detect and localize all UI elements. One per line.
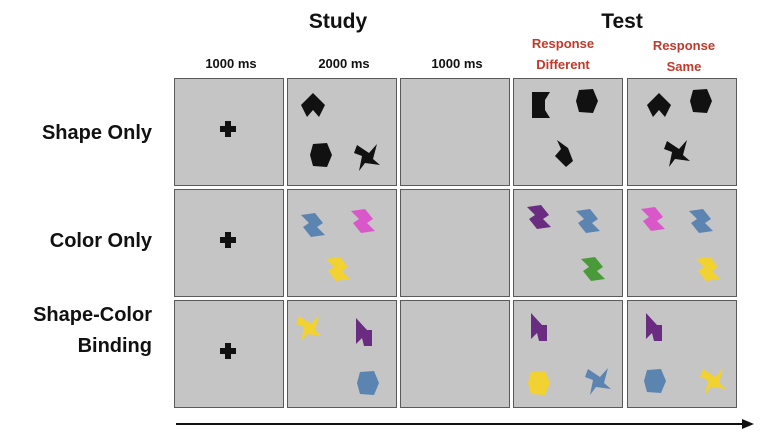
panel-row0-col1 [287,78,397,186]
panel-row1-col4 [627,189,737,297]
hexagon-shape-icon [528,371,550,395]
panel-row0-col3 [513,78,623,186]
timing-delay: 1000 ms [431,56,483,71]
bracket-shape-icon [532,92,550,118]
panel-canvas [644,313,726,395]
study-heading: Study [308,10,368,33]
panel-row2-col3 [513,300,623,408]
row-label-shape-color-binding: Shape-Color Binding [0,300,152,362]
response-same-label: Response Same [628,35,740,77]
panel-row2-col0 [174,300,284,408]
arrow-hex-shape-icon [301,93,325,117]
panel-canvas [301,93,380,171]
bolt-shape-icon [296,315,322,342]
flag-shape-icon [531,313,547,341]
bolt-shape-icon [585,368,611,395]
zigzag-shape-icon [301,213,325,237]
zigzag-shape-icon [527,205,551,229]
panel-row1-col1 [287,189,397,297]
timing-fixation: 1000 ms [205,56,257,71]
row-label-shape-only: Shape Only [41,122,152,144]
flag-shape-icon [356,318,372,346]
fixation-cross-icon [220,232,236,248]
panel-canvas [528,313,611,395]
hexagon-shape-icon [310,143,332,167]
test-heading: Test [601,10,643,33]
bolt-shape-icon [664,140,690,167]
panel-canvas [527,205,605,281]
hexagon-shape-icon [576,89,598,113]
panel-canvas [401,301,509,407]
panel-canvas [641,207,720,281]
flag-shape-icon [646,313,662,341]
response-different-label: Response Different [507,33,619,75]
response-same-line1: Response [652,38,716,53]
panel-row1-col3 [513,189,623,297]
row-label-line1: Shape-Color [33,304,152,326]
arrow-hex-shape-icon [647,93,671,117]
row-label-line2: Binding [77,335,152,357]
panel-canvas [296,315,379,395]
panel-canvas [401,190,509,296]
timing-study: 2000 ms [318,56,370,71]
panel-canvas [220,343,236,359]
fixation-cross-icon [220,121,236,137]
response-different-line1: Response [531,36,595,51]
panel-row1-col0 [174,189,284,297]
response-same-line2: Same [666,59,702,74]
zigzag-shape-icon [696,257,720,281]
row-label-color-only: Color Only [49,230,152,252]
diamond-cut-shape-icon [555,140,573,167]
bolt-shape-icon [700,368,726,395]
zigzag-shape-icon [641,207,665,231]
panel-row1-col2 [400,189,510,297]
bolt-shape-icon [354,144,380,171]
panel-row2-col2 [400,300,510,408]
panel-canvas [401,79,509,185]
zigzag-shape-icon [689,209,713,233]
hexagon-shape-icon [690,89,712,113]
arrow-head-icon [742,419,754,429]
panel-canvas [301,209,375,281]
panel-row2-col4 [627,300,737,408]
hexagon-shape-icon [644,369,666,393]
panel-row2-col1 [287,300,397,408]
panel-row0-col2 [400,78,510,186]
panel-canvas [647,89,712,167]
panel-canvas [220,232,236,248]
fixation-cross-icon [220,343,236,359]
panel-row0-col0 [174,78,284,186]
zigzag-shape-icon [581,257,605,281]
panel-row0-col4 [627,78,737,186]
panel-canvas [532,89,598,167]
panel-canvas [220,121,236,137]
response-different-line2: Different [536,57,590,72]
zigzag-shape-icon [576,209,600,233]
zigzag-shape-icon [326,257,350,281]
zigzag-shape-icon [351,209,375,233]
hexagon-shape-icon [357,371,379,395]
time-arrow [176,419,754,429]
